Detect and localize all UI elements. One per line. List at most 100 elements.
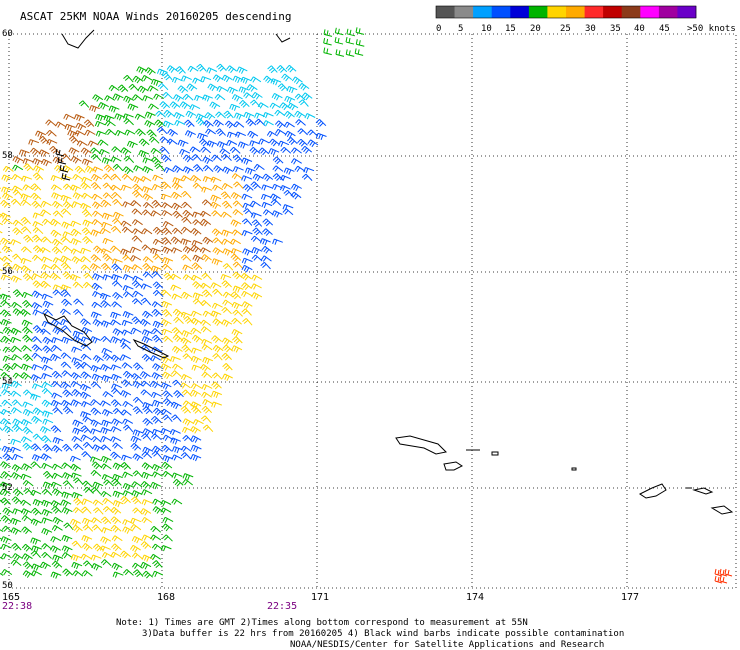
wind-barb (110, 173, 122, 182)
wind-barb (279, 185, 291, 192)
wind-barb (202, 424, 214, 433)
wind-barb-contaminated (55, 148, 65, 157)
wind-barb (0, 318, 12, 327)
wind-barb (315, 132, 327, 140)
wind-barb (140, 297, 152, 306)
wind-barb (1, 445, 13, 454)
wind-barb (71, 389, 83, 397)
wind-barb (71, 201, 83, 208)
wind-barb (154, 163, 165, 171)
wind-barb (719, 575, 728, 584)
wind-barb (111, 191, 122, 199)
wind-barb (22, 300, 33, 308)
legend-swatch (677, 6, 697, 18)
wind-barb (295, 119, 306, 126)
wind-barb (179, 148, 191, 156)
wind-barb (61, 534, 73, 543)
kiska-island (639, 483, 667, 499)
wind-barb (171, 202, 183, 211)
wind-barb (153, 93, 165, 100)
wind-barb (99, 227, 111, 235)
wind-barb (345, 36, 355, 45)
wind-barb (190, 274, 202, 282)
wind-barb (110, 451, 121, 460)
wind-barb (131, 264, 143, 271)
wind-barb (122, 311, 134, 319)
wind-barb (142, 446, 154, 455)
wind-barb (41, 435, 52, 444)
wind-barb (81, 451, 92, 459)
swath-times: 22:38 22:35 (2, 601, 297, 612)
wind-barb (162, 335, 174, 343)
wind-barb (241, 264, 253, 273)
wind-barb (32, 212, 44, 219)
wind-barb (90, 517, 102, 524)
wind-barb (72, 335, 84, 344)
wind-barb (196, 63, 207, 72)
wind-barb (122, 201, 134, 208)
wind-barb (152, 399, 163, 407)
wind-barb (0, 312, 2, 315)
wind-barb (2, 326, 14, 335)
wind-barb (20, 372, 32, 380)
wind-barb (130, 327, 142, 334)
lat-label-52: 52 (2, 483, 13, 493)
wind-barb (262, 228, 273, 236)
wind-barb (250, 283, 262, 290)
wind-barb (78, 100, 90, 108)
wind-barb (41, 517, 53, 524)
wind-barb (122, 274, 134, 281)
legend-label: 5 (458, 24, 463, 34)
lat-label-56: 56 (2, 267, 13, 277)
wind-barb (229, 238, 241, 245)
wind-barb (182, 473, 194, 481)
wind-barb (161, 371, 173, 380)
wind-barb (122, 400, 134, 408)
legend-swatch (584, 6, 604, 18)
wind-barb (69, 455, 81, 463)
wind-barb (31, 545, 42, 553)
wind-barb (0, 499, 4, 504)
wind-barb (1, 174, 13, 182)
wind-barb (49, 545, 61, 553)
wind-barb (260, 193, 272, 201)
wind-barb (221, 153, 232, 161)
wind-barb (240, 76, 252, 84)
wind-barb (166, 65, 178, 73)
wind-barb (50, 481, 62, 489)
wind-barb (242, 318, 253, 326)
wind-barb (61, 245, 73, 252)
wind-barb (180, 175, 192, 182)
wind-barb (141, 499, 153, 506)
wind-barb (100, 248, 112, 255)
wind-barb (200, 76, 212, 83)
wind-barb (51, 560, 63, 569)
wind-barb (180, 75, 192, 82)
wind-barb (10, 438, 22, 445)
wind-barb (31, 454, 43, 462)
wind-barb (71, 346, 83, 353)
wind-barb (169, 428, 181, 436)
wind-speed-legend: 0 5 10 15 20 25 30 35 40 45 >50 knots (435, 5, 736, 34)
note-line-2: 3)Data buffer is 22 hrs from 20160205 4)… (142, 629, 624, 639)
wind-barb (180, 254, 192, 262)
wind-barb (161, 328, 173, 335)
wind-barb (110, 336, 122, 344)
wind-barb (60, 399, 72, 408)
wind-barb (80, 425, 91, 434)
wind-barb (221, 182, 233, 190)
lat-label-54: 54 (2, 377, 13, 387)
wind-barb (162, 390, 173, 399)
wind-barb (180, 311, 192, 318)
wind-barb (226, 86, 238, 95)
wind-barb (274, 128, 286, 136)
wind-barb (719, 568, 728, 577)
wind-barb (190, 355, 202, 364)
wind-barb (131, 228, 143, 235)
wind-barb (72, 192, 84, 200)
wind-barb (30, 489, 42, 497)
wind-barb (1, 525, 13, 533)
wind-barb (20, 216, 31, 225)
wind-barb (10, 336, 22, 344)
wind-barb (122, 482, 134, 491)
